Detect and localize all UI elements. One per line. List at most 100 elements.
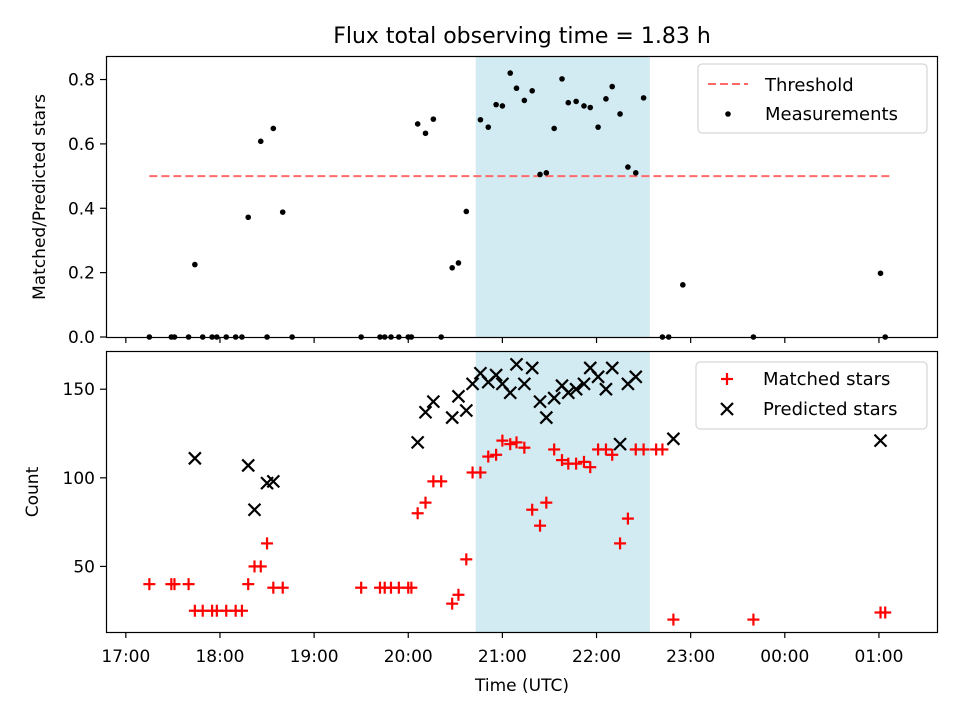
matched-point bbox=[355, 581, 368, 594]
measurement-point bbox=[581, 103, 587, 109]
measurement-point bbox=[529, 87, 535, 94]
predicted-point bbox=[539, 410, 554, 425]
matched-point bbox=[504, 438, 517, 451]
matched-point bbox=[656, 443, 669, 456]
x-stroke-b bbox=[241, 458, 255, 473]
predicted-point bbox=[577, 377, 591, 391]
measurement-point bbox=[877, 270, 884, 277]
x-stroke-b bbox=[473, 366, 488, 381]
predicted-point bbox=[418, 405, 433, 420]
x-axis-label: Time (UTC) bbox=[474, 676, 569, 696]
measurement-point bbox=[422, 130, 429, 137]
x-stroke-b bbox=[613, 437, 627, 451]
top-legend: Threshold Measurements bbox=[697, 63, 928, 134]
x-stroke-b bbox=[720, 402, 734, 416]
predicted-point bbox=[503, 385, 518, 400]
x-stroke-b bbox=[418, 405, 433, 420]
x-tick-label: 23:00 bbox=[666, 647, 715, 667]
x-stroke-b bbox=[247, 502, 262, 517]
predicted-point bbox=[666, 432, 681, 446]
measurement-point bbox=[192, 261, 198, 268]
matched-point bbox=[460, 553, 473, 566]
measurement-point bbox=[477, 116, 484, 123]
top-y-axis-label: Matched/Predicted stars bbox=[30, 94, 50, 300]
top-x-ticks bbox=[125, 337, 880, 343]
matched-point bbox=[276, 581, 289, 594]
x-stroke-b bbox=[555, 378, 569, 393]
measurement-point bbox=[279, 209, 286, 215]
matched-point bbox=[242, 578, 255, 591]
matched-point bbox=[606, 448, 619, 461]
matched-point bbox=[584, 461, 597, 474]
matched-point bbox=[474, 466, 487, 479]
measurement-point bbox=[595, 124, 601, 130]
matched-point bbox=[143, 578, 156, 591]
top-legend-box bbox=[697, 63, 928, 134]
x-tick-label: 19:00 bbox=[290, 647, 339, 667]
chart-title: Flux total observing time = 1.83 h bbox=[333, 24, 711, 49]
x-stroke-b bbox=[605, 361, 619, 375]
matched-point bbox=[747, 613, 760, 626]
matched-point bbox=[540, 496, 553, 509]
threshold-legend-label: Threshold bbox=[764, 75, 854, 96]
matched-point bbox=[577, 455, 590, 468]
matched-point bbox=[518, 441, 531, 454]
measurement-point bbox=[245, 214, 252, 221]
measurement-point bbox=[551, 125, 557, 132]
measurement-point bbox=[257, 138, 264, 145]
predicted-point bbox=[459, 403, 474, 418]
x-stroke-b bbox=[188, 451, 202, 466]
matched-legend-plus bbox=[721, 373, 733, 385]
bottom-y-tick-label: 50 bbox=[73, 557, 95, 577]
measurement-point bbox=[521, 97, 528, 104]
predicted-point bbox=[451, 389, 466, 404]
matched-point bbox=[496, 434, 509, 447]
x-stroke-b bbox=[547, 391, 561, 405]
measurement-point bbox=[507, 70, 514, 76]
matched-point bbox=[526, 503, 539, 516]
x-stroke-b bbox=[459, 403, 474, 418]
matched-point bbox=[405, 581, 418, 594]
top-y-tick-label: 0.0 bbox=[68, 328, 95, 348]
measurement-point bbox=[625, 164, 631, 170]
predicted-point bbox=[188, 451, 202, 466]
predicted-point bbox=[613, 437, 627, 451]
measurement-point bbox=[499, 103, 506, 109]
measurement-point bbox=[485, 124, 492, 130]
matched-point bbox=[446, 597, 459, 610]
x-stroke-b bbox=[583, 361, 598, 375]
measurement-point bbox=[449, 265, 455, 271]
matched-point bbox=[182, 578, 195, 591]
x-tick-label: 00:00 bbox=[760, 647, 809, 667]
bottom-y-ticks: 50 100 150 bbox=[63, 380, 107, 577]
bottom-axes-frame bbox=[105, 350, 939, 634]
observing-window-bottom bbox=[475, 352, 650, 632]
predicted-point bbox=[569, 382, 583, 396]
x-stroke-b bbox=[495, 377, 510, 391]
matched-point bbox=[548, 443, 561, 456]
predicted-point bbox=[533, 394, 547, 409]
predicted-legend-label: Predicted stars bbox=[763, 399, 897, 420]
matched-point bbox=[452, 588, 465, 601]
measurement-point bbox=[617, 111, 623, 117]
measurement-point bbox=[543, 170, 550, 176]
matched-point bbox=[667, 613, 680, 626]
predicted-point bbox=[873, 433, 888, 448]
predicted-point bbox=[591, 370, 605, 384]
bottom-legend-box bbox=[695, 361, 928, 430]
measurement-point bbox=[573, 98, 579, 105]
measurement-point bbox=[609, 83, 616, 90]
matched-point bbox=[556, 454, 569, 467]
matched-point bbox=[510, 436, 523, 449]
matched-legend-marker bbox=[721, 373, 733, 385]
predicted-point bbox=[599, 382, 613, 396]
matched-point bbox=[235, 604, 248, 617]
top-y-tick-label: 0.8 bbox=[68, 71, 95, 91]
bottom-y-tick-label: 100 bbox=[63, 469, 95, 489]
predicted-point bbox=[241, 458, 255, 473]
measurement-point bbox=[414, 121, 421, 127]
bottom-y-tick-label: 150 bbox=[63, 380, 95, 400]
x-stroke-b bbox=[266, 474, 281, 489]
top-panel: 0.00.20.40.60.8 Matched/Predicted stars … bbox=[30, 55, 939, 348]
